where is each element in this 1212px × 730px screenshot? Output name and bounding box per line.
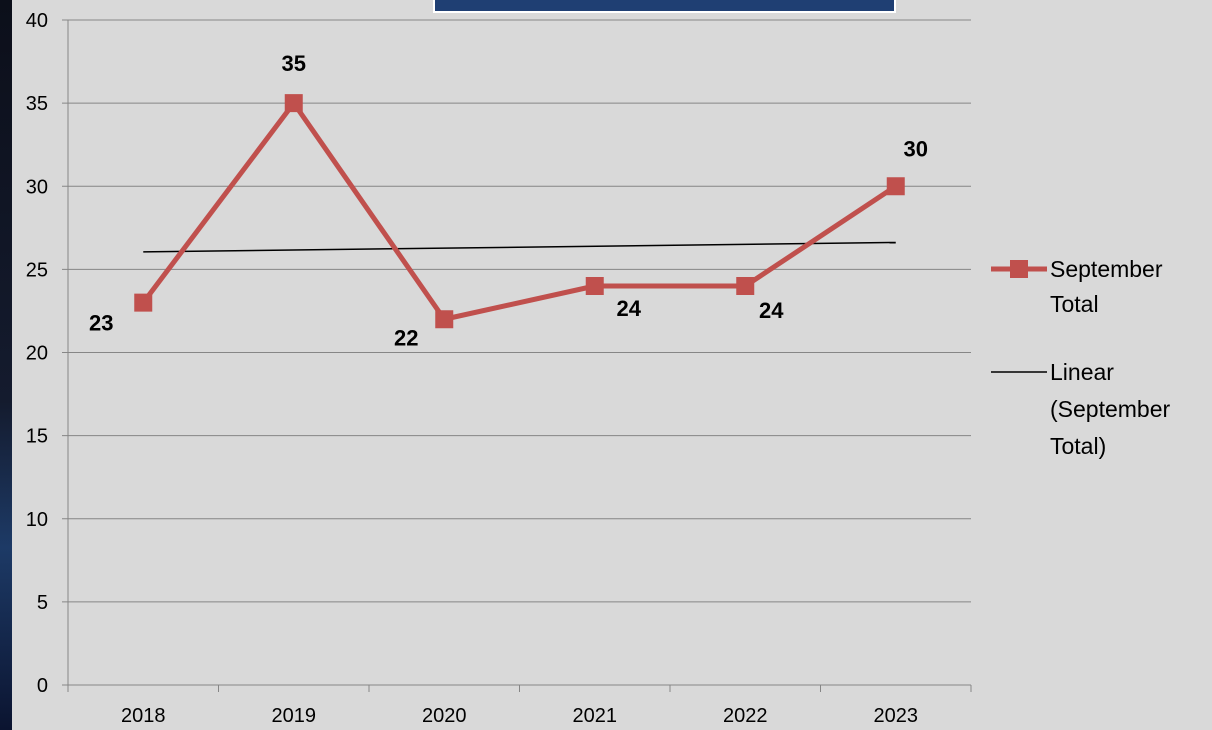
x-tick-label-2023: 2023 (874, 705, 919, 727)
x-tick-label-2018: 2018 (121, 705, 166, 727)
y-axis-tick-labels: 0 5 10 15 20 25 30 35 40 (26, 10, 48, 697)
data-label-2021: 24 (617, 296, 642, 321)
x-tick-label-2019: 2019 (272, 705, 317, 727)
background-edge-strip (0, 0, 12, 730)
series-line (141, 100, 898, 322)
trendline (143, 241, 896, 253)
legend-marker-september-total (1010, 260, 1028, 278)
data-labels: 23 35 22 24 24 30 (89, 51, 928, 350)
x-tick-label-2020: 2020 (422, 705, 467, 727)
axes (62, 19, 972, 692)
marker-2021 (585, 277, 604, 295)
y-tick-label-10: 10 (26, 509, 48, 531)
x-tick-label-2022: 2022 (723, 705, 768, 727)
y-tick-label-30: 30 (26, 176, 48, 198)
marker-2020 (435, 310, 454, 329)
y-tick-label-25: 25 (26, 259, 48, 281)
legend-label-linear-trend-line-2: Total) (1050, 433, 1106, 459)
trendline-layer (143, 241, 896, 253)
y-tick-label-15: 15 (26, 426, 48, 448)
y-tick-label-0: 0 (37, 675, 48, 697)
marker-2018 (134, 293, 153, 312)
data-label-2019: 35 (282, 51, 306, 76)
x-axis-tick-labels: 2018 2019 2020 2021 2022 2023 (121, 705, 918, 727)
marker-2023 (886, 177, 905, 196)
title-banner (433, 0, 896, 13)
data-label-2023: 30 (904, 136, 928, 161)
x-tick-label-2021: 2021 (573, 705, 618, 727)
series-layer (134, 94, 905, 329)
legend-label-september-total-line-0: September (1050, 256, 1163, 282)
marker-2022 (736, 277, 755, 295)
y-tick-label-20: 20 (26, 343, 48, 365)
data-label-2018: 23 (89, 311, 113, 336)
y-tick-label-40: 40 (26, 10, 48, 32)
y-tick-label-5: 5 (37, 592, 48, 614)
marker-2019 (284, 94, 303, 113)
y-tick-label-35: 35 (26, 93, 48, 115)
legend: September Total Linear (September Total) (991, 256, 1171, 459)
data-label-2022: 24 (759, 298, 784, 323)
legend-label-september-total-line-1: Total (1050, 291, 1099, 317)
legend-label-linear-trend-line-1: (September (1050, 396, 1171, 422)
legend-label-linear-trend-line-0: Linear (1050, 359, 1114, 385)
data-label-2020: 22 (394, 325, 418, 350)
gridlines (68, 19, 971, 603)
